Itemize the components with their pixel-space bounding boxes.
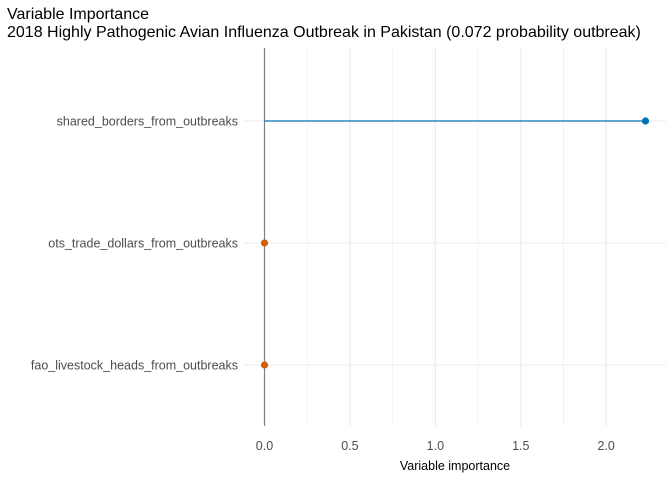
y-tick-label: ots_trade_dollars_from_outbreaks: [48, 237, 238, 251]
x-axis-tick-labels: 0.0 0.5 1.0 1.5 2.0: [256, 439, 615, 453]
chart-subtitle: 2018 Highly Pathogenic Avian Influenza O…: [7, 24, 641, 41]
minor-gridlines: [306, 48, 564, 426]
y-tick-label: fao_livestock_heads_from_outbreaks: [31, 359, 238, 373]
x-tick-label: 1.5: [512, 439, 529, 453]
data-point: [260, 361, 269, 369]
x-tick-label: 0.5: [341, 439, 358, 453]
y-axis-tick-labels: shared_borders_from_outbreaks ots_trade_d…: [31, 115, 238, 373]
data-point: [641, 117, 650, 125]
data-point: [260, 239, 269, 247]
lollipop-points: [260, 117, 650, 369]
chart-title: Variable Importance: [7, 6, 149, 23]
x-axis-title: Variable importance: [400, 459, 510, 473]
y-tick-label: shared_borders_from_outbreaks: [57, 115, 238, 129]
x-tick-label: 0.0: [256, 439, 273, 453]
x-tick-label: 1.0: [427, 439, 444, 453]
x-tick-label: 2.0: [598, 439, 615, 453]
